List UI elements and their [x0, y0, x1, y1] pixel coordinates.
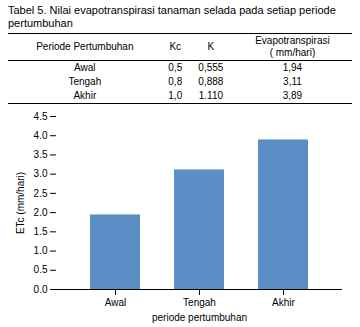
html-text:0,5: 0,5 — [168, 62, 183, 73]
html-text:0,888: 0,888 — [198, 76, 224, 87]
html-text:Evapotranspirasi ( mm/hari): Evapotranspirasi ( mm/hari) — [255, 35, 330, 58]
html-text:1,0: 1,0 — [168, 90, 183, 101]
svg-text:Tengah: Tengah — [183, 297, 216, 308]
html-text:K: K — [207, 41, 215, 52]
svg-text:3.5: 3.5 — [34, 149, 48, 160]
svg-text:Akhir: Akhir — [272, 297, 295, 308]
html-text:Periode Pertumbuhan: Periode Pertumbuhan — [36, 41, 134, 52]
html-text:3,89: 3,89 — [282, 90, 303, 101]
html-text:1.110: 1.110 — [198, 90, 223, 101]
svg-text:ETc (mm/hari): ETc (mm/hari) — [15, 172, 26, 234]
svg-text:4.5: 4.5 — [34, 111, 48, 122]
html-text:0,555: 0,555 — [198, 62, 224, 73]
svg-text:0.0: 0.0 — [34, 284, 48, 295]
html-text:Tengah: Tengah — [68, 76, 102, 87]
html-text:Awal: Awal — [74, 62, 96, 73]
svg-text:periode pertumbuhan: periode pertumbuhan — [152, 312, 247, 323]
svg-text:3.0: 3.0 — [34, 168, 48, 179]
svg-text:4.0: 4.0 — [34, 130, 48, 141]
html-text:Tabel 5. Nilai evapotranspiras: Tabel 5. Nilai evapotranspirasi tanaman … — [8, 4, 336, 29]
svg-text:1.0: 1.0 — [34, 245, 48, 256]
svg-text:Awal: Awal — [105, 297, 127, 308]
html-text:1,94: 1,94 — [282, 62, 303, 73]
svg-text:2.5: 2.5 — [34, 188, 48, 199]
svg-text:0.5: 0.5 — [34, 264, 48, 275]
html-text:Kc: Kc — [169, 41, 182, 52]
html-text:0,8: 0,8 — [168, 76, 183, 87]
svg-text:2.0: 2.0 — [34, 207, 48, 218]
html-text:3,11: 3,11 — [283, 76, 302, 87]
html-text:Akhir: Akhir — [73, 90, 97, 101]
svg-text:1.5: 1.5 — [34, 226, 48, 237]
